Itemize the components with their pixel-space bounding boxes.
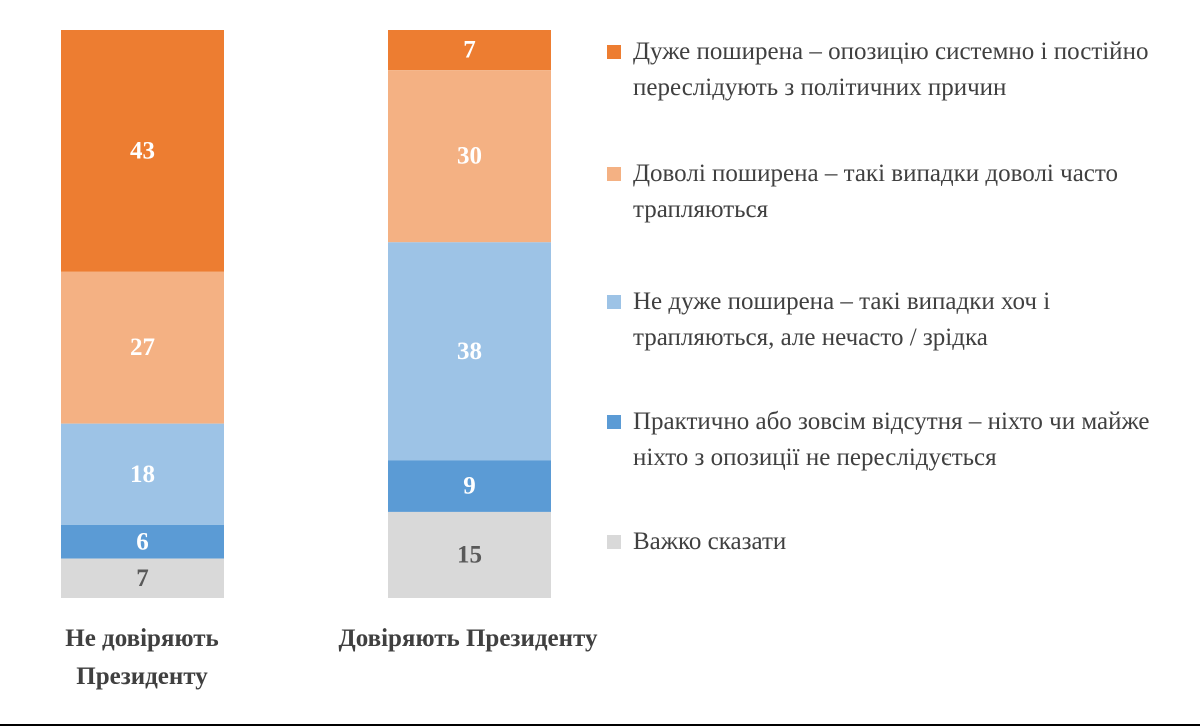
data-label-2-3: 38 (457, 338, 482, 365)
legend-swatch-4 (607, 415, 621, 429)
legend-swatch-5 (607, 535, 621, 549)
data-label-1-1: 43 (130, 137, 155, 164)
legend-item-1: Дуже поширена – опозицію системно і пост… (607, 34, 1173, 106)
data-label-1-3: 18 (130, 461, 155, 488)
bar-segment-1-4 (61, 524, 224, 559)
bar-segment-1-5 (61, 558, 224, 598)
legend-item-2: Доволі поширена – такі випадки доволі ча… (607, 156, 1173, 228)
legend-label-3: Не дуже поширена – такі випадки хоч і тр… (633, 288, 1051, 351)
bar-segment-1-3 (61, 423, 224, 525)
legend-item-5: Важко сказати (607, 524, 1173, 560)
data-label-1-5: 7 (136, 565, 149, 592)
category-label-1-line-2: Президенту (76, 663, 208, 690)
bar-segment-2-1 (388, 30, 551, 71)
bar-segment-2-2 (388, 70, 551, 243)
bar-segment-1-1 (61, 30, 224, 272)
data-label-2-1: 7 (463, 37, 476, 64)
legend-item-4: Практично або зовсім відсутня – ніхто чи… (607, 404, 1173, 476)
legend-item-3: Не дуже поширена – такі випадки хоч і тр… (607, 284, 1173, 356)
legend-label-5: Важко сказати (633, 528, 787, 555)
category-label-1-line-1: Не довіряють (65, 625, 218, 652)
legend-swatch-3 (607, 295, 621, 309)
data-label-1-2: 27 (130, 334, 155, 361)
stacked-bar-chart: 43 27 18 6 7 Не довіряють Президенту 7 30 38 9 15 До… (61, 30, 598, 690)
data-label-1-4: 6 (136, 528, 149, 555)
category-label-2-line-1: Довіряють Президенту (339, 625, 598, 652)
data-label-2-2: 30 (457, 143, 482, 170)
bar-segment-1-2 (61, 271, 224, 424)
legend-label-1: Дуже поширена – опозицію системно і пост… (633, 38, 1149, 101)
legend-label-4: Практично або зовсім відсутня – ніхто чи… (633, 408, 1150, 471)
bar-segment-2-5 (388, 511, 551, 598)
legend-label-2: Доволі поширена – такі випадки доволі ча… (633, 160, 1118, 223)
data-label-2-5: 15 (457, 541, 482, 568)
bottom-divider (0, 724, 1200, 726)
bar-segment-2-4 (388, 460, 551, 512)
legend-swatch-1 (607, 45, 621, 59)
legend-swatch-2 (607, 167, 621, 181)
data-label-2-4: 9 (463, 473, 476, 500)
bar-segment-2-3 (388, 242, 551, 461)
